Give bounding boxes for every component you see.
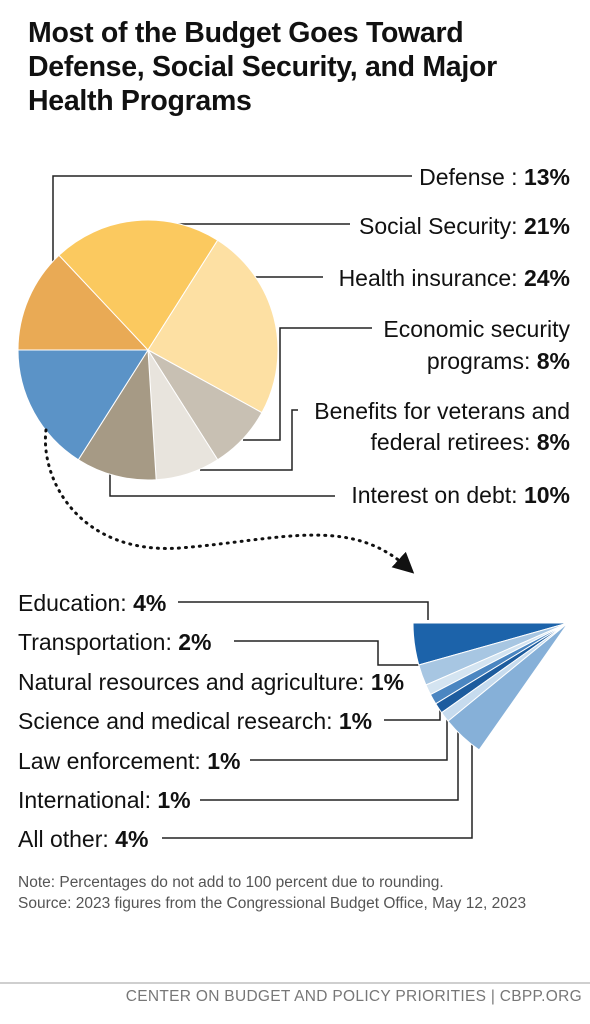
label-percent: 1%: [339, 708, 372, 734]
source-text: Source: 2023 figures from the Congressio…: [18, 895, 527, 912]
budget-chart: Defense : 13% Social Security: 21% Health …: [17, 164, 570, 852]
label-defense: Defense : 13%: [419, 164, 570, 190]
leader-line: [178, 601, 429, 620]
label-percent: 1%: [207, 748, 240, 774]
leader-line: [250, 718, 448, 761]
label-education: Education: 4%: [18, 590, 166, 616]
label-percent: 4%: [115, 826, 148, 852]
chart-title: Most of the Budget Goes Toward Defense, …: [28, 17, 497, 117]
label-transportation: Transportation: 2%: [18, 629, 211, 655]
leader-line: [200, 730, 459, 801]
label-economic-security-programs: programs: 8%: [427, 348, 570, 374]
label-benefits-for-veterans-and-federal-retirees: Benefits for veterans and: [314, 398, 570, 424]
leader-line: [109, 474, 335, 497]
label-international: International: 1%: [18, 787, 191, 813]
label-benefits-for-veterans-and-federal-retirees: federal retirees: 8%: [371, 429, 570, 455]
pie-slice-other-detailed-below: [17, 349, 149, 461]
label-percent: 21%: [524, 213, 570, 239]
label-law-enforcement: Law enforcement: 1%: [18, 748, 240, 774]
label-science-and-medical-research: Science and medical research: 1%: [18, 708, 372, 734]
footer-rule: [0, 982, 590, 984]
leader-line: [52, 175, 412, 264]
leader-line: [384, 710, 441, 721]
label-percent: 13%: [524, 164, 570, 190]
pie-slice-social-security: [58, 219, 219, 351]
label-percent: 8%: [537, 348, 570, 374]
leader-line: [200, 409, 298, 471]
leader-line: [243, 327, 372, 441]
notes: Note: Percentages do not add to 100 perc…: [18, 872, 578, 914]
label-percent: 1%: [371, 669, 404, 695]
label-percent: 2%: [178, 629, 211, 655]
leader-line: [162, 742, 473, 839]
pie-slice-interest-on-debt: [77, 348, 157, 481]
footer-credit: CENTER ON BUDGET AND POLICY PRIORITIES |…: [125, 988, 582, 1005]
label-percent: 10%: [524, 482, 570, 508]
label-social-security: Social Security: 21%: [359, 213, 570, 239]
label-percent: 1%: [157, 787, 190, 813]
main-pie: [17, 219, 279, 481]
note-text: Note: Percentages do not add to 100 perc…: [18, 874, 444, 891]
label-health-insurance: Health insurance: 24%: [339, 265, 570, 291]
label-all-other: All other: 4%: [18, 826, 148, 852]
label-percent: 4%: [133, 590, 166, 616]
label-percent: 24%: [524, 265, 570, 291]
dotted-arrow: [43, 428, 415, 574]
label-economic-security-programs: Economic security: [383, 316, 570, 342]
fan-slice-all-other: [447, 622, 569, 751]
pie-slice-health-insurance: [147, 239, 279, 414]
label-interest-on-debt: Interest on debt: 10%: [351, 482, 570, 508]
label-percent: 8%: [537, 429, 570, 455]
detail-fan: [412, 622, 569, 751]
leader-line: [234, 640, 425, 666]
label-natural-resources-and-agriculture: Natural resources and agriculture: 1%: [18, 669, 404, 695]
main-labels: Defense : 13% Social Security: 21% Health …: [314, 164, 570, 508]
detail-labels: Education: 4% Transportation: 2% Natural r…: [18, 590, 404, 852]
pie-slice-defense: [17, 254, 150, 351]
